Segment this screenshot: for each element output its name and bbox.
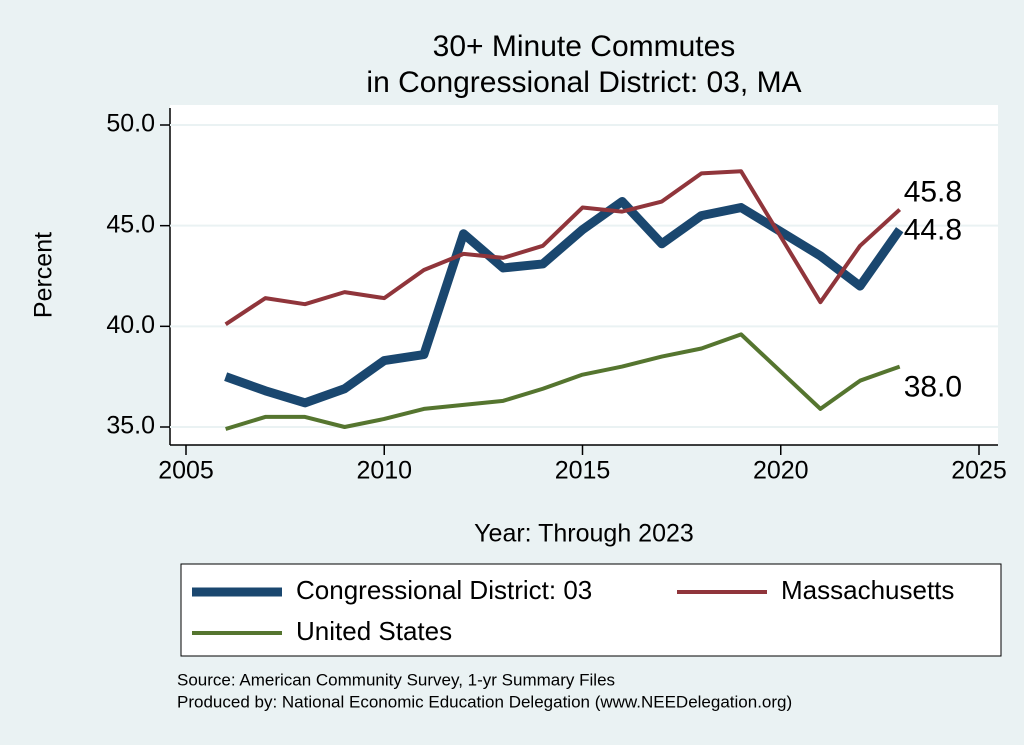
x-tick-label: 2005: [158, 457, 214, 485]
series-line: [225, 332, 901, 431]
value-label: 44.8: [904, 214, 962, 247]
x-tick-label: 2015: [555, 457, 611, 485]
legend-label: Massachusetts: [781, 575, 954, 605]
y-tick-label: 50.0: [106, 110, 155, 138]
legend-label: United States: [296, 616, 452, 646]
legend: [180, 563, 1002, 657]
source-note: Source: American Community Survey, 1-yr …: [177, 670, 615, 689]
x-tick-label: 2025: [951, 457, 1007, 485]
value-label: 38.0: [904, 371, 962, 404]
chart-title: 30+ Minute Commutes: [433, 30, 736, 63]
series-line: [224, 197, 904, 408]
y-tick-label: 45.0: [106, 210, 155, 238]
x-axis-title: Year: Through 2023: [474, 520, 694, 548]
value-label: 45.8: [904, 175, 962, 208]
y-tick-label: 40.0: [106, 311, 155, 339]
chart-title: in Congressional District: 03, MA: [366, 66, 801, 99]
legend-label: Congressional District: 03: [296, 575, 592, 605]
x-tick-label: 2020: [753, 457, 809, 485]
plot-area: [170, 105, 998, 445]
source-note: Produced by: National Economic Education…: [177, 692, 792, 711]
series-line: [224, 169, 902, 326]
y-axis-title: Percent: [30, 232, 58, 318]
x-tick-label: 2010: [356, 457, 412, 485]
y-tick-label: 35.0: [106, 412, 155, 440]
